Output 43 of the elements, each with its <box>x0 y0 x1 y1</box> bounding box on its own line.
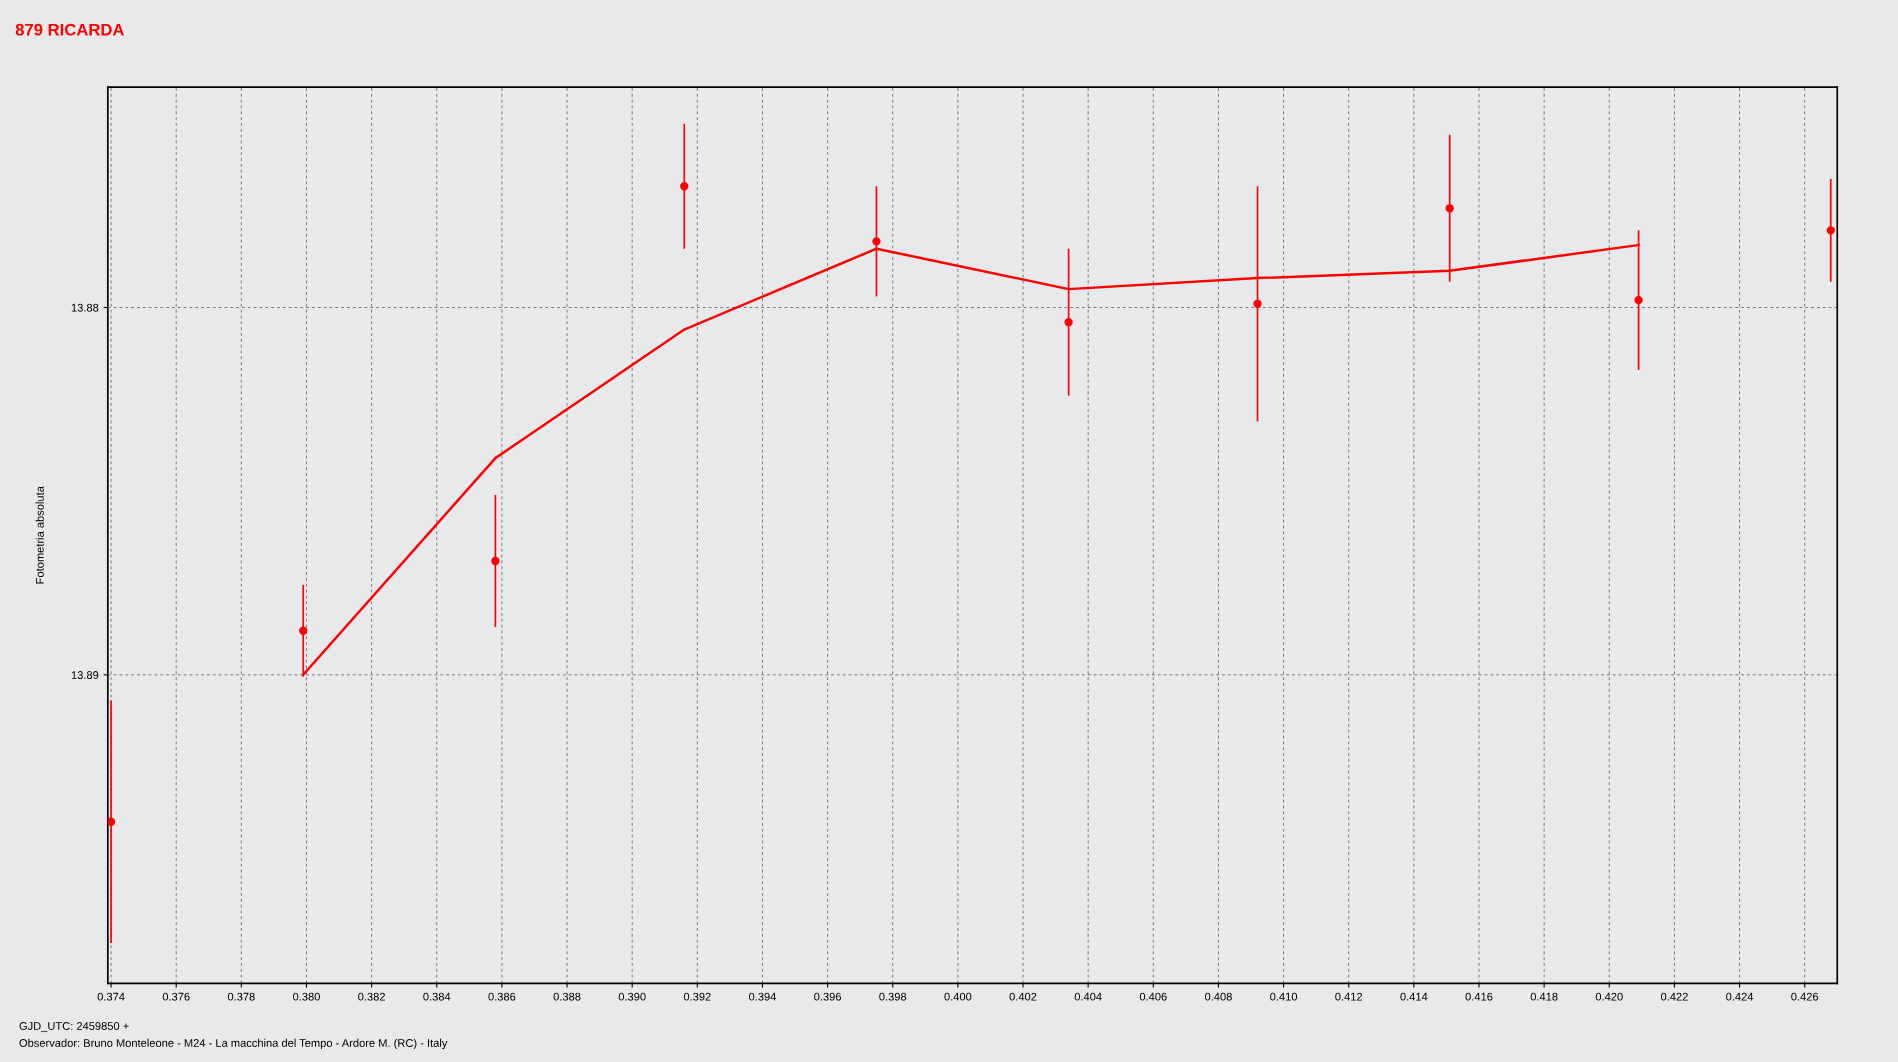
y-tick-label: 13.89 <box>71 671 99 679</box>
text: GJD_UTC: 2459850 + <box>19 1022 129 1033</box>
x-tick-label: 0.402 <box>1009 992 1037 1001</box>
y-axis-title: Fotometria absoluta <box>35 486 44 584</box>
x-tick-label: 0.374 <box>97 992 125 1001</box>
x-tick-label: 0.378 <box>227 992 255 1001</box>
x-tick-label: 0.426 <box>1791 992 1819 1001</box>
point <box>1826 226 1835 235</box>
x-tick-label: 0.384 <box>423 992 451 1001</box>
x-tick-label: 0.418 <box>1530 992 1558 1001</box>
point <box>1064 318 1073 327</box>
x-tick-label: 0.388 <box>553 992 581 1001</box>
x-tick-label: 0.406 <box>1139 992 1167 1001</box>
x-tick-label: 0.390 <box>618 992 646 1001</box>
point <box>680 182 689 191</box>
x-tick-label: 0.392 <box>683 992 711 1001</box>
point <box>1634 295 1643 305</box>
x-tick-label: 0.386 <box>488 992 516 1001</box>
x-tick-label: 0.382 <box>358 992 385 1001</box>
chart-title: 879 RICARDA <box>15 23 125 36</box>
x-tick-label: 0.424 <box>1726 992 1754 1001</box>
point <box>107 817 116 826</box>
x-tick-label: 0.376 <box>162 992 190 1001</box>
x-tick-label: 0.422 <box>1660 992 1688 1001</box>
x-tick-label: 0.396 <box>814 992 842 1001</box>
x-tick-label: 0.380 <box>293 992 320 1001</box>
x-tick-label: 0.408 <box>1204 992 1232 1001</box>
text: Observador: Bruno Monteleone - M24 - La macchina del Tempo - Ardore M. (RC) - Italy <box>19 1038 448 1050</box>
x-tick-label: 0.412 <box>1335 992 1363 1001</box>
x-tick-label: 0.394 <box>748 992 777 1001</box>
point <box>1445 204 1454 213</box>
point <box>1253 299 1262 308</box>
x-tick-label: 0.400 <box>944 992 972 1001</box>
x-tick-label: 0.398 <box>879 992 907 1001</box>
point <box>872 237 881 246</box>
x-tick-label: 0.404 <box>1074 992 1102 1001</box>
point <box>491 556 500 566</box>
point <box>299 626 308 635</box>
y-tick-label: 13.88 <box>71 303 99 312</box>
x-tick-label: 0.414 <box>1400 992 1428 1001</box>
x-tick-label: 0.416 <box>1465 992 1493 1001</box>
x-tick-label: 0.410 <box>1270 992 1298 1001</box>
x-tick-label: 0.420 <box>1595 992 1623 1001</box>
